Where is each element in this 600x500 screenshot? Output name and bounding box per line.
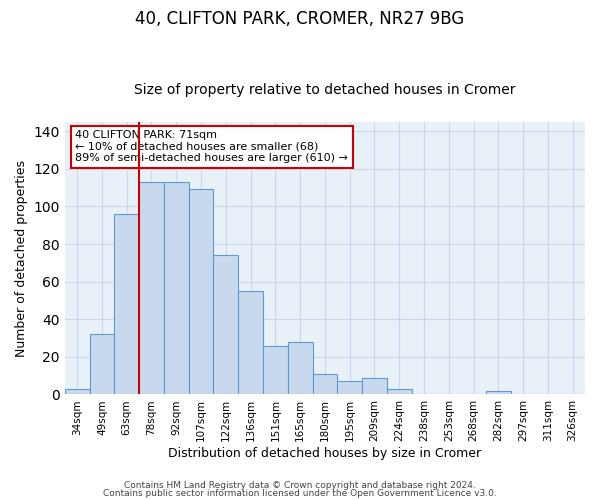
Y-axis label: Number of detached properties: Number of detached properties	[15, 160, 28, 356]
Bar	[387, 389, 412, 394]
Bar	[238, 291, 263, 395]
Bar	[65, 389, 89, 394]
X-axis label: Distribution of detached houses by size in Cromer: Distribution of detached houses by size …	[169, 447, 481, 460]
Bar	[89, 334, 115, 394]
Text: 40, CLIFTON PARK, CROMER, NR27 9BG: 40, CLIFTON PARK, CROMER, NR27 9BG	[136, 10, 464, 28]
Bar	[188, 190, 214, 394]
Bar	[115, 214, 139, 394]
Text: Contains public sector information licensed under the Open Government Licence v3: Contains public sector information licen…	[103, 488, 497, 498]
Text: 40 CLIFTON PARK: 71sqm
← 10% of detached houses are smaller (68)
89% of semi-det: 40 CLIFTON PARK: 71sqm ← 10% of detached…	[75, 130, 348, 163]
Bar	[486, 390, 511, 394]
Bar	[263, 346, 288, 395]
Title: Size of property relative to detached houses in Cromer: Size of property relative to detached ho…	[134, 83, 515, 97]
Bar	[313, 374, 337, 394]
Bar	[164, 182, 188, 394]
Bar	[362, 378, 387, 394]
Bar	[337, 382, 362, 394]
Text: Contains HM Land Registry data © Crown copyright and database right 2024.: Contains HM Land Registry data © Crown c…	[124, 481, 476, 490]
Bar	[139, 182, 164, 394]
Bar	[288, 342, 313, 394]
Bar	[214, 256, 238, 394]
